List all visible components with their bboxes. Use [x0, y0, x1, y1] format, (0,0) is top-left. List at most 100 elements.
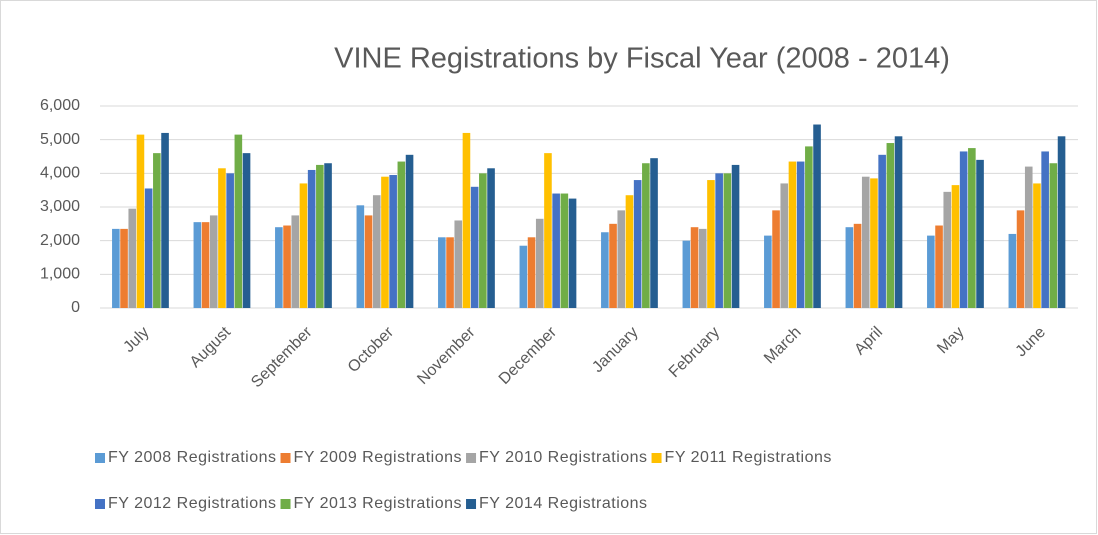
bar — [136, 134, 145, 308]
bar — [324, 163, 332, 308]
bar — [642, 163, 650, 308]
bar — [234, 134, 243, 308]
bar — [976, 159, 984, 308]
bar — [454, 220, 463, 308]
bar — [552, 193, 560, 308]
bar — [886, 143, 895, 308]
bar — [193, 222, 202, 308]
bar — [951, 185, 960, 308]
bar — [275, 227, 283, 308]
bar — [283, 225, 291, 308]
legend-swatch — [280, 499, 291, 509]
bar — [845, 227, 854, 308]
bar — [389, 175, 397, 308]
legend-swatch — [95, 499, 105, 509]
bar — [397, 161, 406, 308]
bar — [120, 228, 128, 308]
bar — [299, 183, 308, 308]
bar — [381, 176, 389, 308]
bar — [927, 235, 935, 308]
bar — [690, 227, 699, 308]
bar — [535, 218, 544, 308]
bar — [870, 178, 878, 308]
bar — [878, 154, 886, 308]
legend-label: FY 2014 Registrations — [479, 495, 648, 512]
bar — [144, 188, 153, 308]
bar — [112, 228, 120, 308]
bar — [307, 169, 316, 308]
bar — [372, 195, 381, 308]
y-tick-label: 1,000 — [40, 266, 80, 283]
bar — [715, 173, 723, 308]
bar — [788, 161, 797, 308]
bar — [813, 124, 821, 309]
bar — [487, 168, 495, 308]
bar — [935, 225, 943, 308]
bar — [633, 180, 642, 308]
y-tick-label: 3,000 — [40, 198, 80, 215]
bar — [853, 223, 862, 308]
bar — [128, 208, 137, 308]
bar — [894, 136, 903, 308]
bar — [438, 237, 446, 308]
bar — [698, 228, 707, 308]
y-tick-label: 6,000 — [40, 97, 80, 114]
bar — [731, 164, 740, 308]
bar — [796, 161, 805, 308]
bar — [470, 186, 479, 308]
bar — [446, 237, 454, 308]
bar — [861, 176, 870, 308]
bar — [609, 223, 617, 308]
bar — [1008, 233, 1017, 308]
y-tick-label: 5,000 — [40, 131, 80, 148]
bar — [625, 195, 634, 308]
legend-swatch — [651, 453, 662, 463]
bar — [560, 193, 569, 308]
legend-swatch — [280, 453, 291, 463]
bar — [1016, 210, 1025, 308]
bar — [519, 245, 528, 308]
bar — [218, 168, 226, 308]
bar — [959, 151, 968, 308]
bar — [601, 232, 609, 308]
bar — [650, 158, 658, 308]
bar — [153, 153, 161, 308]
legend-swatch — [466, 499, 477, 509]
bar — [943, 191, 952, 308]
bar — [1041, 151, 1049, 308]
bar — [161, 132, 169, 308]
legend-swatch — [95, 453, 105, 463]
bar — [723, 173, 732, 308]
bar — [209, 215, 218, 308]
bar — [764, 235, 772, 308]
bar — [462, 132, 471, 308]
legend-swatch — [466, 453, 477, 463]
bar — [479, 173, 487, 308]
bar — [527, 237, 536, 308]
y-tick-label: 4,000 — [40, 165, 80, 182]
bar — [1024, 166, 1033, 308]
bar — [405, 154, 414, 308]
bar — [242, 153, 251, 308]
legend-label: FY 2013 Registrations — [294, 495, 463, 512]
bar — [356, 205, 365, 308]
bar — [682, 240, 691, 308]
bar — [1049, 163, 1058, 308]
legend-label: FY 2011 Registrations — [665, 449, 832, 466]
bar — [226, 173, 234, 308]
bar — [968, 148, 976, 308]
bar — [544, 153, 552, 308]
bar — [1057, 136, 1066, 308]
bar — [617, 210, 626, 308]
bar — [568, 198, 577, 308]
legend-label: FY 2012 Registrations — [108, 495, 277, 512]
bar — [201, 222, 210, 308]
y-tick-label: 0 — [71, 299, 80, 316]
bar — [316, 164, 324, 308]
bar — [291, 215, 300, 308]
legend-label: FY 2009 Registrations — [294, 449, 463, 466]
bar — [707, 180, 715, 308]
bar — [780, 183, 789, 308]
